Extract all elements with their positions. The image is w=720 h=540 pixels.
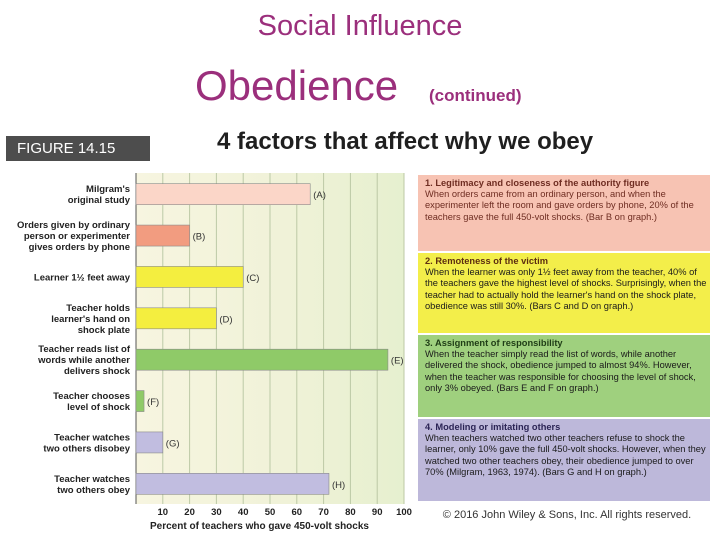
bar-letter-label: (D)	[219, 314, 232, 325]
category-label: Teacher watches	[54, 474, 130, 485]
factor-title: 2. Remoteness of the victim	[425, 256, 548, 266]
section-header: Social Influence	[257, 10, 463, 42]
bar	[135, 431, 164, 454]
category-label: Milgram's	[86, 184, 130, 195]
bar-letter-label: (F)	[147, 397, 159, 408]
category-label: two others disobey	[43, 443, 130, 454]
bar-letter-label: (G)	[166, 438, 180, 449]
factor-title: 4. Modeling or imitating others	[425, 422, 561, 432]
category-label: delivers shock	[64, 366, 131, 377]
x-axis-title: Percent of teachers who gave 450-volt sh…	[150, 521, 369, 532]
category-label: Learner 1½ feet away	[34, 272, 131, 283]
slide-title: Obedience	[195, 62, 399, 109]
factor-body: When the learner was only 1½ feet away f…	[425, 267, 707, 311]
category-label: Teacher holds	[66, 303, 130, 314]
factor-box-legitimacy: 1. Legitimacy and closeness of the autho…	[418, 175, 710, 251]
bar	[135, 307, 217, 330]
factor-title: 1. Legitimacy and closeness of the autho…	[425, 178, 650, 188]
bar	[135, 224, 190, 247]
factor-box-modeling: 4. Modeling or imitating others When tea…	[418, 419, 710, 501]
bar-letter-label: (C)	[246, 273, 259, 284]
x-tick-label: 10	[158, 507, 169, 518]
bar-letter-label: (H)	[332, 480, 345, 491]
factor-body: When orders came from an ordinary person…	[425, 189, 694, 222]
figure-label: FIGURE 14.15	[6, 136, 150, 161]
bar-letter-label: (E)	[391, 356, 404, 367]
x-tick-label: 90	[372, 507, 383, 518]
bar	[135, 266, 244, 288]
category-label: level of shock	[67, 402, 131, 413]
bar	[135, 183, 311, 205]
factor-title: 3. Assignment of responsibility	[425, 338, 563, 348]
bar-letter-label: (A)	[313, 190, 326, 201]
category-label: two others obey	[57, 485, 131, 496]
x-tick-label: 100	[396, 507, 412, 518]
bar-letter-label: (B)	[193, 232, 206, 243]
factor-body: When teachers watched two other teachers…	[425, 433, 706, 477]
copyright-notice: © 2016 John Wiley & Sons, Inc. All right…	[442, 509, 692, 521]
bar	[135, 348, 389, 371]
x-tick-label: 60	[292, 507, 303, 518]
category-label: Orders given by ordinary	[17, 220, 131, 231]
category-label: words while another	[37, 355, 130, 366]
category-label: person or experimenter	[24, 231, 130, 242]
x-tick-label: 50	[265, 507, 276, 518]
factor-box-remoteness: 2. Remoteness of the victim When the lea…	[418, 253, 710, 333]
category-label: Teacher reads list of	[38, 344, 131, 355]
x-tick-label: 30	[211, 507, 222, 518]
factor-box-responsibility: 3. Assignment of responsibility When the…	[418, 335, 710, 417]
bar	[135, 390, 145, 412]
x-tick-label: 80	[345, 507, 356, 518]
x-tick-label: 40	[238, 507, 249, 518]
x-tick-label: 70	[318, 507, 329, 518]
category-label: learner's hand on	[51, 314, 130, 325]
slide-subtitle: 4 factors that affect why we obey	[217, 128, 594, 155]
bar	[135, 473, 330, 495]
x-tick-label: 20	[184, 507, 195, 518]
category-label: original study	[68, 195, 131, 206]
category-label: gives orders by phone	[29, 242, 130, 253]
category-label: shock plate	[78, 325, 130, 336]
category-label: Teacher chooses	[53, 391, 130, 402]
slide-title-note: (continued)	[429, 86, 522, 105]
factor-body: When the teacher simply read the list of…	[425, 349, 696, 393]
category-label: Teacher watches	[54, 432, 130, 443]
